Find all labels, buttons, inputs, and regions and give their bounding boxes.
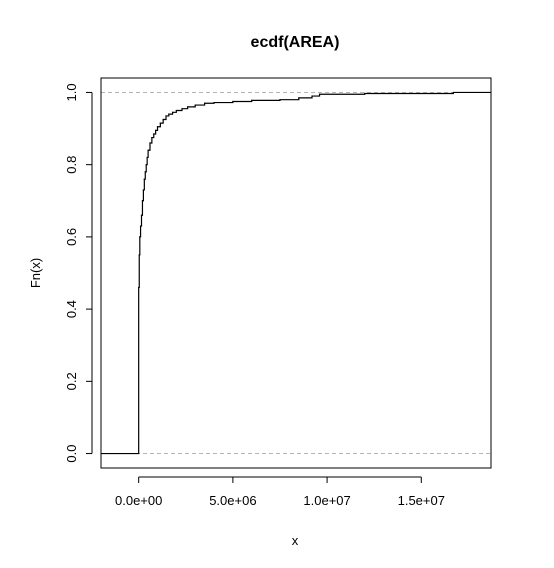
ecdf-point: [279, 99, 281, 101]
ecdf-point: [162, 118, 164, 121]
ecdf-point: [232, 100, 234, 103]
ecdf-point: [181, 108, 183, 110]
y-axis: 0.0 0.2 0.4 0.6 0.8 1.0: [64, 83, 93, 463]
ecdf-point: [155, 129, 157, 131]
y-tick-label: 1.0: [64, 83, 79, 101]
ecdf-point: [165, 115, 167, 117]
x-axis: 0.0e+00 5.0e+06 1.0e+07 1.5e+07: [115, 476, 445, 508]
ecdf-point: [145, 164, 147, 166]
chart-title: ecdf(AREA): [251, 34, 340, 51]
x-axis-label: x: [292, 533, 299, 548]
ecdf-point: [159, 122, 161, 124]
y-tick-label: 0.8: [64, 156, 79, 174]
ecdf-point: [168, 113, 170, 115]
y-tick-label: 0.6: [64, 228, 79, 246]
ecdf-point: [171, 111, 174, 113]
x-tick-label: 5.0e+06: [209, 493, 256, 508]
plot-area: [101, 91, 491, 455]
ecdf-point: [147, 149, 149, 151]
ecdf-point: [139, 225, 142, 227]
ecdf-point: [318, 93, 321, 95]
ecdf-point: [204, 102, 206, 104]
ecdf-point: [139, 236, 141, 238]
y-tick-label: 0.0: [64, 445, 79, 463]
ecdf-point: [156, 126, 159, 128]
x-tick-label: 1.0e+07: [303, 493, 350, 508]
ecdf-point: [143, 178, 145, 180]
ecdf-point: [138, 254, 140, 256]
plot-frame: [100, 77, 492, 469]
ecdf-point: [187, 106, 189, 108]
y-tick-label: 0.4: [64, 300, 79, 318]
ecdf-point: [153, 133, 155, 135]
ecdf-step-line: [101, 91, 491, 455]
ecdf-point: [144, 171, 146, 173]
x-tick-label: 0.0e+00: [115, 493, 162, 508]
x-tick-label: 1.5e+07: [398, 493, 445, 508]
ecdf-point: [251, 99, 253, 101]
ecdf-point: [311, 95, 313, 97]
ecdf-point: [452, 91, 454, 94]
ecdf-point: [138, 286, 140, 289]
ecdf-point: [194, 104, 196, 106]
ecdf-point: [149, 142, 151, 144]
ecdf-point: [175, 109, 177, 112]
ecdf-point: [142, 189, 144, 191]
ecdf-point: [364, 92, 366, 95]
ecdf-point: [140, 214, 143, 216]
y-axis-label: Fn(x): [28, 258, 43, 288]
ecdf-point: [151, 136, 153, 139]
ecdf-point: [298, 97, 300, 99]
ecdf-point: [146, 156, 148, 159]
ecdf-point: [213, 101, 215, 104]
y-tick-label: 0.2: [64, 372, 79, 390]
ecdf-point: [141, 200, 144, 202]
